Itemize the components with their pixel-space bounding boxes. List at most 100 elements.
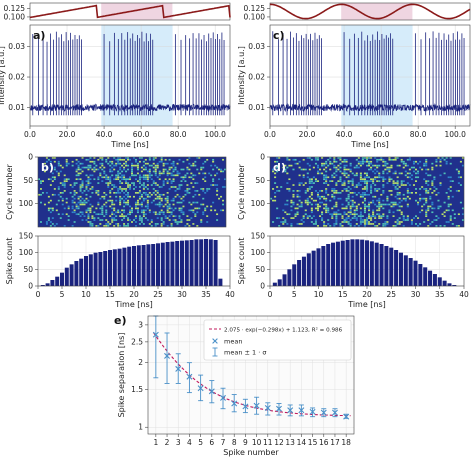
ytick-label: 0.03 xyxy=(248,42,265,51)
heatmap-cell xyxy=(396,193,399,196)
heatmap-cell xyxy=(51,176,54,179)
heatmap-cell xyxy=(392,182,395,184)
histogram-bar xyxy=(423,267,428,286)
heatmap-cell xyxy=(327,164,330,167)
heatmap-cell xyxy=(325,207,328,210)
heatmap-cell xyxy=(382,207,385,210)
heatmap-cell xyxy=(166,197,169,200)
heatmap-cell xyxy=(57,174,60,177)
heatmap-cell xyxy=(81,162,84,165)
heatmap-cell xyxy=(107,157,110,159)
heatmap-cell xyxy=(117,176,120,179)
heatmap-cell xyxy=(156,162,159,165)
heatmap-cell xyxy=(174,219,177,221)
heatmap-cell xyxy=(190,164,193,167)
heatmap-cell xyxy=(63,190,66,192)
heatmap-cell xyxy=(121,209,124,212)
heatmap-cell xyxy=(357,184,360,186)
heatmap-cell xyxy=(425,168,428,171)
ytick-label: 3 xyxy=(138,320,143,329)
heatmap-cell xyxy=(429,197,432,200)
heatmap-cell xyxy=(166,209,169,212)
heatmap-cell xyxy=(365,219,369,221)
heatmap-cell xyxy=(115,186,118,188)
heatmap-cell xyxy=(168,188,171,190)
heatmap-cell xyxy=(162,180,165,182)
heatmap-cell xyxy=(176,172,179,175)
heatmap-cell xyxy=(431,182,434,184)
heatmap-cell xyxy=(427,192,430,194)
heatmap-cell xyxy=(363,223,366,225)
heatmap-cell xyxy=(343,221,346,223)
heatmap-cell xyxy=(459,201,462,204)
heatmap-cell xyxy=(374,172,377,175)
spike-separation-panel: 1 2 3 4 5 6 7 8 9 10 11 12 13 14 15 16 17 1811.522.53Spik… xyxy=(114,314,355,457)
heatmap-cell xyxy=(335,160,338,163)
heatmap-cell xyxy=(363,172,366,175)
heatmap-cell xyxy=(314,221,317,223)
heatmap-cell xyxy=(65,180,68,182)
heatmap-cell xyxy=(200,219,203,221)
heatmap-cell xyxy=(400,211,403,214)
xtick-label: 0.0 xyxy=(24,130,36,139)
histogram-bar xyxy=(74,261,79,286)
heatmap-cell xyxy=(372,215,375,217)
heatmap-cell xyxy=(398,197,401,200)
heatmap-cell xyxy=(402,197,405,200)
heatmap-cell xyxy=(384,223,387,225)
heatmap-cell xyxy=(314,203,317,206)
histogram-bar xyxy=(69,264,74,286)
heatmap-cell xyxy=(142,211,145,214)
heatmap-cell xyxy=(435,193,438,196)
heatmap-cell xyxy=(158,178,161,181)
heatmap-cell xyxy=(380,176,383,179)
heatmap-cell xyxy=(361,180,364,182)
heatmap-cell xyxy=(190,217,193,219)
heatmap-cell xyxy=(47,195,50,198)
heatmap-cell xyxy=(202,166,205,169)
heatmap-cell xyxy=(202,197,205,200)
heatmap-cell xyxy=(75,182,78,184)
heatmap-cell xyxy=(286,157,289,159)
heatmap-cell xyxy=(113,217,116,219)
histogram-bar xyxy=(364,240,370,286)
heatmap-cell xyxy=(148,223,151,225)
xtick-label: 10 xyxy=(252,438,262,447)
heatmap-cell xyxy=(357,215,360,217)
heatmap-cell xyxy=(392,215,395,217)
heatmap-cell xyxy=(294,213,297,216)
heatmap-cell xyxy=(156,166,159,169)
heatmap-cell xyxy=(286,166,289,169)
heatmap-cell xyxy=(314,223,317,225)
heatmap-cell xyxy=(204,207,207,210)
heatmap-cell xyxy=(382,199,385,202)
heatmap-cell xyxy=(91,217,94,219)
heatmap-cell xyxy=(331,213,334,216)
heatmap-cell xyxy=(47,217,50,219)
heatmap-cell xyxy=(335,223,338,225)
heatmap-cell xyxy=(425,160,428,163)
heatmap-cell xyxy=(144,197,147,200)
heatmap-cell xyxy=(461,219,464,221)
heatmap-cell xyxy=(439,182,442,184)
heatmap-cell xyxy=(316,172,320,175)
heatmap-cell xyxy=(310,182,313,184)
heatmap-cell xyxy=(296,207,299,210)
heatmap-cell xyxy=(410,192,413,194)
modulation-ytick-label: 0.100 xyxy=(244,12,266,21)
heatmap-cell xyxy=(421,205,424,208)
heatmap-cell xyxy=(402,180,405,182)
heatmap-cell xyxy=(134,192,137,194)
heatmap-cell xyxy=(325,182,328,184)
heatmap-cell xyxy=(274,182,277,184)
histogram-bar xyxy=(292,264,297,286)
heatmap-cell xyxy=(111,184,114,186)
heatmap-cell xyxy=(119,195,122,198)
heatmap-cell xyxy=(370,178,373,181)
heatmap-cell xyxy=(312,199,315,202)
heatmap-cell xyxy=(319,205,322,208)
heatmap-cell xyxy=(343,211,346,214)
heatmap-cell xyxy=(323,168,326,171)
heatmap-cell xyxy=(337,209,340,212)
